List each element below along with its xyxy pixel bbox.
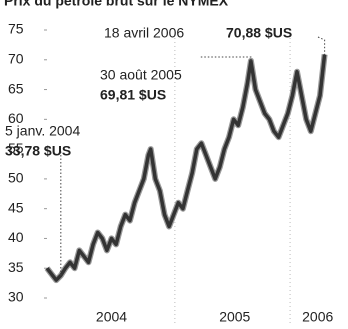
annotation-leader bbox=[317, 36, 326, 55]
chart-title: Prix du pétrole brut sur le NYMEX bbox=[4, 0, 229, 9]
annotation-value: 33,78 $US bbox=[5, 143, 71, 159]
y-tick-label: 75 bbox=[8, 21, 24, 37]
y-tick-label: 40 bbox=[8, 229, 24, 245]
annotation-date: 5 janv. 2004 bbox=[5, 123, 80, 139]
annotation-date: 18 avril 2006 bbox=[104, 25, 184, 41]
annotation-leader bbox=[200, 56, 252, 61]
x-tick-label: 2004 bbox=[96, 309, 127, 325]
annotation-value: 70,88 $US bbox=[226, 25, 292, 41]
line bbox=[45, 54, 327, 282]
y-tick-label: 45 bbox=[8, 199, 24, 215]
annotation-date: 30 août 2005 bbox=[100, 67, 182, 83]
y-tick-label: 55 bbox=[8, 140, 24, 156]
y-tick-label: 70 bbox=[8, 50, 24, 66]
y-tick-label: 65 bbox=[8, 80, 24, 96]
y-tick-label: 35 bbox=[8, 259, 24, 275]
annotation-value: 69,81 $US bbox=[100, 87, 166, 103]
x-tick-label: 2006 bbox=[302, 309, 333, 325]
y-tick-label: 50 bbox=[8, 170, 24, 186]
y-tick-label: 60 bbox=[8, 110, 24, 126]
y-tick-label: 30 bbox=[8, 289, 24, 305]
x-tick-label: 2005 bbox=[219, 309, 250, 325]
